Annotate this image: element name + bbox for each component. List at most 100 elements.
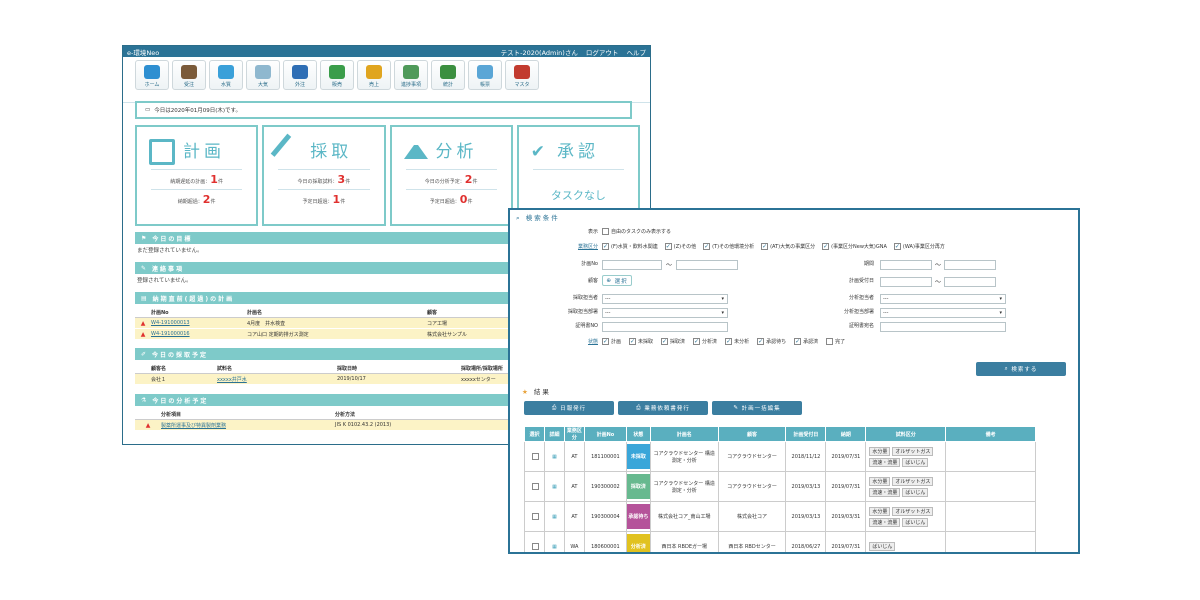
category-checkbox[interactable]: ✓ (893, 243, 901, 250)
table-row[interactable]: ▦ AT 181100001 未採取 コアクラウドセンター 構造測定・分析 コアクラウドセ… (524, 441, 1036, 472)
toolbar-button[interactable]: 進捗事項 (394, 60, 428, 90)
column-header[interactable]: 業務区分 (563, 426, 585, 442)
table-row[interactable]: ▲ 製薬所運事及び特異製剤業務 JIS K 0102.43.2 (2013) (135, 420, 640, 431)
toolbar-icon (440, 65, 456, 79)
column-header[interactable]: 計画受付日 (785, 426, 827, 442)
category-checkbox[interactable]: ✓ (703, 243, 711, 250)
status-checkbox[interactable]: ✓ (757, 338, 765, 345)
plan-date-from-input[interactable] (880, 277, 932, 287)
column-header[interactable]: 備考 (945, 426, 1036, 442)
sample-tag: 水分量 (869, 506, 891, 516)
toolbar-button[interactable]: 外注 (283, 60, 317, 90)
toolbar-button[interactable]: 大気 (246, 60, 280, 90)
client-select-button[interactable]: ⊕ 選択 (602, 275, 632, 286)
status-checkbox[interactable]: ✓ (693, 338, 701, 345)
status-checkbox[interactable]: ✓ (602, 338, 609, 345)
sampling-card[interactable]: 採取 今日の採取試料：3件 予定日超過：1件 (262, 125, 386, 226)
sampler-select[interactable]: --- ▾ (602, 294, 728, 304)
toolbar-button[interactable]: 売上 (357, 60, 391, 90)
search-button[interactable]: ⌕ 検索する (976, 362, 1066, 376)
detail-icon[interactable]: ▦ (552, 543, 557, 550)
analyst-select[interactable]: --- ▾ (880, 294, 1006, 304)
status-checkbox[interactable]: ✓ (794, 338, 802, 345)
cell-name: 西日本 RBDEガー場 (649, 531, 719, 552)
select-cell[interactable] (524, 471, 545, 502)
category-checkbox[interactable]: ✓ (602, 243, 609, 250)
select-cell[interactable] (524, 501, 545, 532)
toolbar-button[interactable]: ホーム (135, 60, 169, 90)
status-checkbox[interactable]: ✓ (725, 338, 733, 345)
toolbar-button[interactable]: 受注 (172, 60, 206, 90)
row-checkbox[interactable] (531, 513, 539, 520)
detail-cell[interactable]: ▦ (543, 471, 565, 502)
plan-no-to-input[interactable] (676, 260, 738, 270)
row-checkbox[interactable] (531, 543, 539, 550)
cell-due: 2019/07/31 (825, 531, 867, 552)
daily-report-button[interactable]: ⎙ 日報発行 (524, 401, 614, 415)
row-checkbox[interactable] (531, 483, 539, 490)
cert-no-input[interactable] (602, 322, 728, 332)
table-row[interactable]: ▦ WA 180600001 分析済 西日本 RBDEガー場 西日本 RBDセンター 201… (524, 531, 1036, 552)
today-analysis-table: 分析項目 分析方法 ▲ 製薬所運事及び特異製剤業務 JIS K 0102.43.2 (… (135, 409, 640, 431)
toolbar-button[interactable]: 統計 (431, 60, 465, 90)
detail-cell[interactable]: ▦ (543, 531, 565, 552)
status-checkbox[interactable]: ✓ (661, 338, 669, 345)
column-header[interactable]: 顧客 (717, 426, 787, 442)
sample-dept-select[interactable]: --- ▾ (602, 308, 728, 318)
toolbar-button[interactable]: 水質 (209, 60, 243, 90)
user-name[interactable]: テスト-2020(Admin)さん (500, 48, 578, 57)
table-row[interactable]: ▲ W4-191000013 4月度 井水検査 コア工場 (135, 318, 640, 329)
select-cell[interactable] (524, 531, 545, 552)
toolbar-button[interactable]: 販売 (320, 60, 354, 90)
request-form-button[interactable]: ⎙ 業務依頼書発行 (618, 401, 708, 415)
detail-cell[interactable]: ▦ (543, 501, 565, 532)
cell-due: 2019/03/31 (825, 501, 867, 532)
select-cell[interactable] (524, 441, 545, 472)
sample-tag: 流速・流量 (869, 487, 901, 497)
table-row[interactable]: ▦ AT 190300004 承認待ち 株式会社コア_南山工場 株式会社コア 2019/03… (524, 501, 1036, 532)
plan-date-to-input[interactable] (944, 277, 996, 287)
tags-cell: ばいじん (865, 531, 947, 552)
category-checkbox[interactable]: ✓ (761, 243, 769, 250)
period-to-input[interactable] (944, 260, 996, 270)
column-header[interactable]: 選択 (524, 426, 545, 442)
column-header[interactable]: 納期 (825, 426, 867, 442)
table-row[interactable]: ▦ AT 190300002 採取済 コアクラウドセンター 構造測定・分析 コアクラウドセ… (524, 471, 1036, 502)
analysis-card[interactable]: 分析 今日の分析予定：2件 予定日超過：0件 (389, 125, 513, 226)
row-checkbox[interactable] (531, 453, 539, 460)
category-checkboxes: 業務区分 ✓ (F)水質・飲料水関連 ✓ (Z)その他 ✓ (T)その他環境分析 ✓ (AT)… (577, 243, 945, 250)
analysis-dept-select[interactable]: --- ▾ (880, 308, 1006, 318)
status-done-checkbox[interactable] (826, 338, 834, 345)
plan-card[interactable]: 計画 納期遅延の計画：1件 納期超過：2件 (135, 125, 259, 226)
toolbar-button[interactable]: マスタ (505, 60, 539, 90)
plan-no-from-input[interactable] (602, 260, 662, 270)
category-checkbox[interactable]: ✓ (822, 243, 830, 250)
warning-icon: ▲ (145, 421, 151, 429)
status-checkbox[interactable]: ✓ (629, 338, 637, 345)
detail-icon[interactable]: ▦ (552, 483, 557, 490)
own-tasks-checkbox[interactable] (602, 228, 609, 235)
cert-name-input[interactable] (880, 322, 1006, 332)
period-from-input[interactable] (880, 260, 932, 270)
column-header[interactable]: 試料区分 (865, 426, 947, 442)
toolbar-button[interactable]: 帳票 (468, 60, 502, 90)
cell-client: 西日本 RBDセンター (717, 531, 787, 552)
table-row[interactable]: 会社１ xxxxx井戸水 2019/10/17 xxxxxセンター (135, 374, 640, 385)
column-header[interactable]: 詳細 (543, 426, 565, 442)
column-header[interactable]: 計画No (583, 426, 627, 442)
table-row[interactable]: ▲ W4-191000016 コア山口 定期的排ガス測定 株式会社サンプル (135, 329, 640, 340)
help-link[interactable]: ヘルプ (626, 48, 647, 57)
column-header[interactable]: 計画名 (649, 426, 719, 442)
cell-cat: AT (563, 501, 585, 532)
status-cell: 採取済 (625, 471, 651, 502)
logout-link[interactable]: ログアウト (585, 48, 619, 57)
detail-icon[interactable]: ▦ (552, 453, 557, 460)
cell-date: 2018/11/12 (785, 441, 827, 472)
chevron-down-icon: ▾ (999, 296, 1002, 302)
bulk-edit-button[interactable]: ✎ 計画一括編集 (712, 401, 802, 415)
sample-tag: ばいじん (902, 517, 929, 527)
category-checkbox[interactable]: ✓ (664, 243, 672, 250)
detail-cell[interactable]: ▦ (543, 441, 565, 472)
detail-icon[interactable]: ▦ (552, 513, 557, 520)
column-header[interactable]: 状態 (625, 426, 651, 442)
